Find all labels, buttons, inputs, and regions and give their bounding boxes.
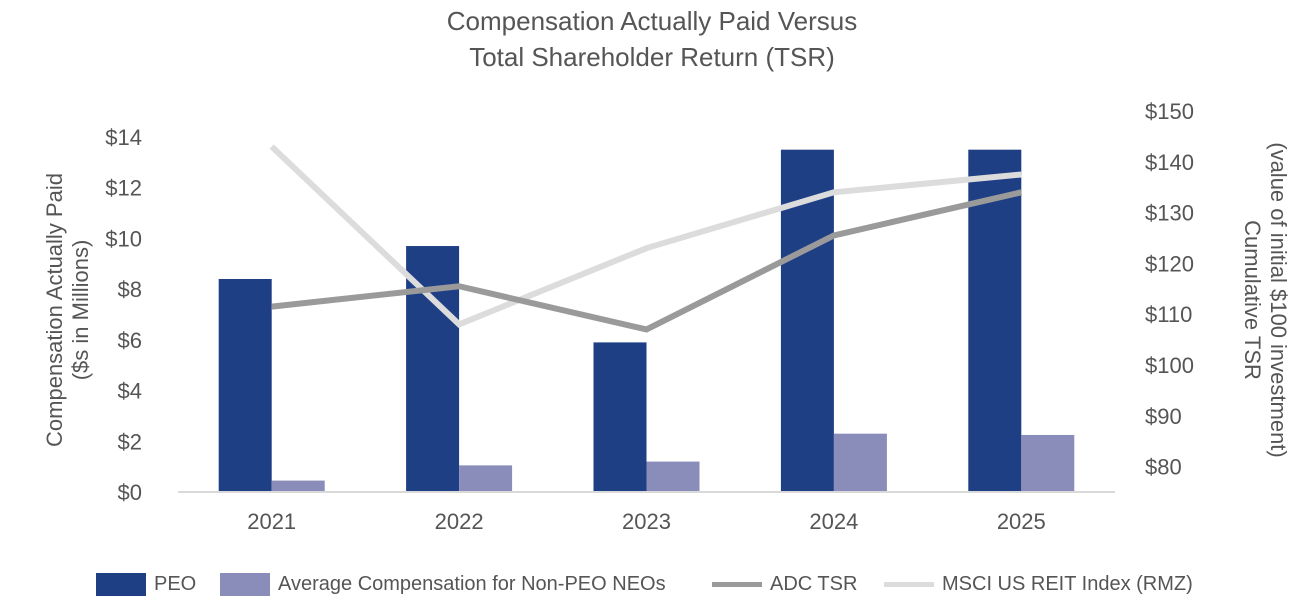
right-tick-label: $80 [1145, 455, 1182, 480]
legend-label-adc-tsr: ADC TSR [770, 572, 858, 595]
left-tick-label: $10 [105, 226, 142, 251]
chart-title-line1: Compensation Actually Paid Versus [446, 6, 858, 36]
left-tick-label: $0 [118, 480, 142, 505]
legend-line-msci-reit [884, 581, 934, 587]
right-tick-label: $120 [1145, 251, 1194, 276]
right-tick-label: $130 [1145, 201, 1194, 226]
legend-item-adc-tsr: ADC TSR [712, 571, 857, 597]
legend-item-msci-reit: MSCI US REIT Index (RMZ) [884, 571, 1193, 597]
line-msci-reit-index [269, 144, 1022, 328]
x-tick-label: 2022 [435, 509, 484, 534]
right-tick-label: $110 [1145, 302, 1192, 327]
x-axis-tick-labels: 2021 2022 2023 2024 2025 [247, 509, 1046, 534]
bar-non-peo-2024 [833, 433, 887, 492]
right-axis-title: Cumulative TSR (value of initial $100 in… [1240, 142, 1291, 458]
right-axis-label-line1: Cumulative TSR [1240, 220, 1265, 380]
bar-non-peo-2021 [271, 480, 325, 492]
left-tick-label: $4 [118, 379, 142, 404]
left-tick-label: $8 [118, 277, 142, 302]
left-tick-label: $6 [118, 328, 142, 353]
legend-label-peo: PEO [154, 572, 197, 595]
x-tick-label: 2024 [809, 509, 858, 534]
bar-peo-2025 [968, 149, 1022, 492]
left-tick-label: $14 [105, 125, 142, 150]
line-adc-tsr [271, 189, 1022, 333]
left-axis-label-line1: Compensation Actually Paid [42, 173, 67, 447]
right-axis-ticks: $80 $90 $100 $110 $120 $130 $140 $150 [1145, 99, 1194, 480]
legend-swatch-non-peo-neos [220, 572, 270, 596]
chart-plot: $0 $2 $4 $6 $8 $10 $12 $14 $80 $90 $100 $110 $120 $1… [42, 99, 1291, 534]
bar-non-peo-2023 [646, 461, 700, 492]
right-tick-label: $100 [1145, 353, 1194, 378]
left-tick-label: $2 [118, 429, 142, 454]
right-tick-label: $90 [1145, 404, 1182, 429]
x-tick-label: 2025 [997, 509, 1046, 534]
bar-peo-2021 [218, 279, 272, 492]
legend-item-peo: PEO [96, 571, 196, 597]
right-tick-label: $150 [1145, 99, 1194, 124]
bar-non-peo-2022 [459, 465, 513, 492]
left-tick-label: $12 [105, 176, 142, 201]
legend-item-non-peo-neos: Average Compensation for Non-PEO NEOs [220, 571, 666, 597]
right-axis-label-line2: (value of initial $100 investment) [1266, 142, 1291, 458]
line-series [269, 144, 1022, 333]
legend-label-non-peo-neos: Average Compensation for Non-PEO NEOs [278, 572, 666, 595]
left-axis-ticks: $0 $2 $4 $6 $8 $10 $12 $14 [105, 125, 142, 505]
right-tick-label: $140 [1145, 150, 1194, 175]
legend-label-msci-reit: MSCI US REIT Index (RMZ) [942, 572, 1193, 595]
bar-peo-2023 [593, 342, 647, 492]
bar-series [218, 149, 1075, 492]
legend-swatch-peo [96, 572, 146, 596]
left-axis-label-line2: ($s in Millions) [68, 240, 93, 381]
chart-legend: PEO Average Compensation for Non-PEO NEO… [0, 571, 1304, 597]
bar-non-peo-2025 [1021, 434, 1075, 492]
x-tick-label: 2021 [247, 509, 296, 534]
chart-title-line2: Total Shareholder Return (TSR) [469, 42, 835, 72]
left-axis-title: Compensation Actually Paid ($s in Millio… [42, 173, 93, 447]
legend-line-adc-tsr [712, 581, 762, 587]
x-tick-label: 2023 [622, 509, 671, 534]
